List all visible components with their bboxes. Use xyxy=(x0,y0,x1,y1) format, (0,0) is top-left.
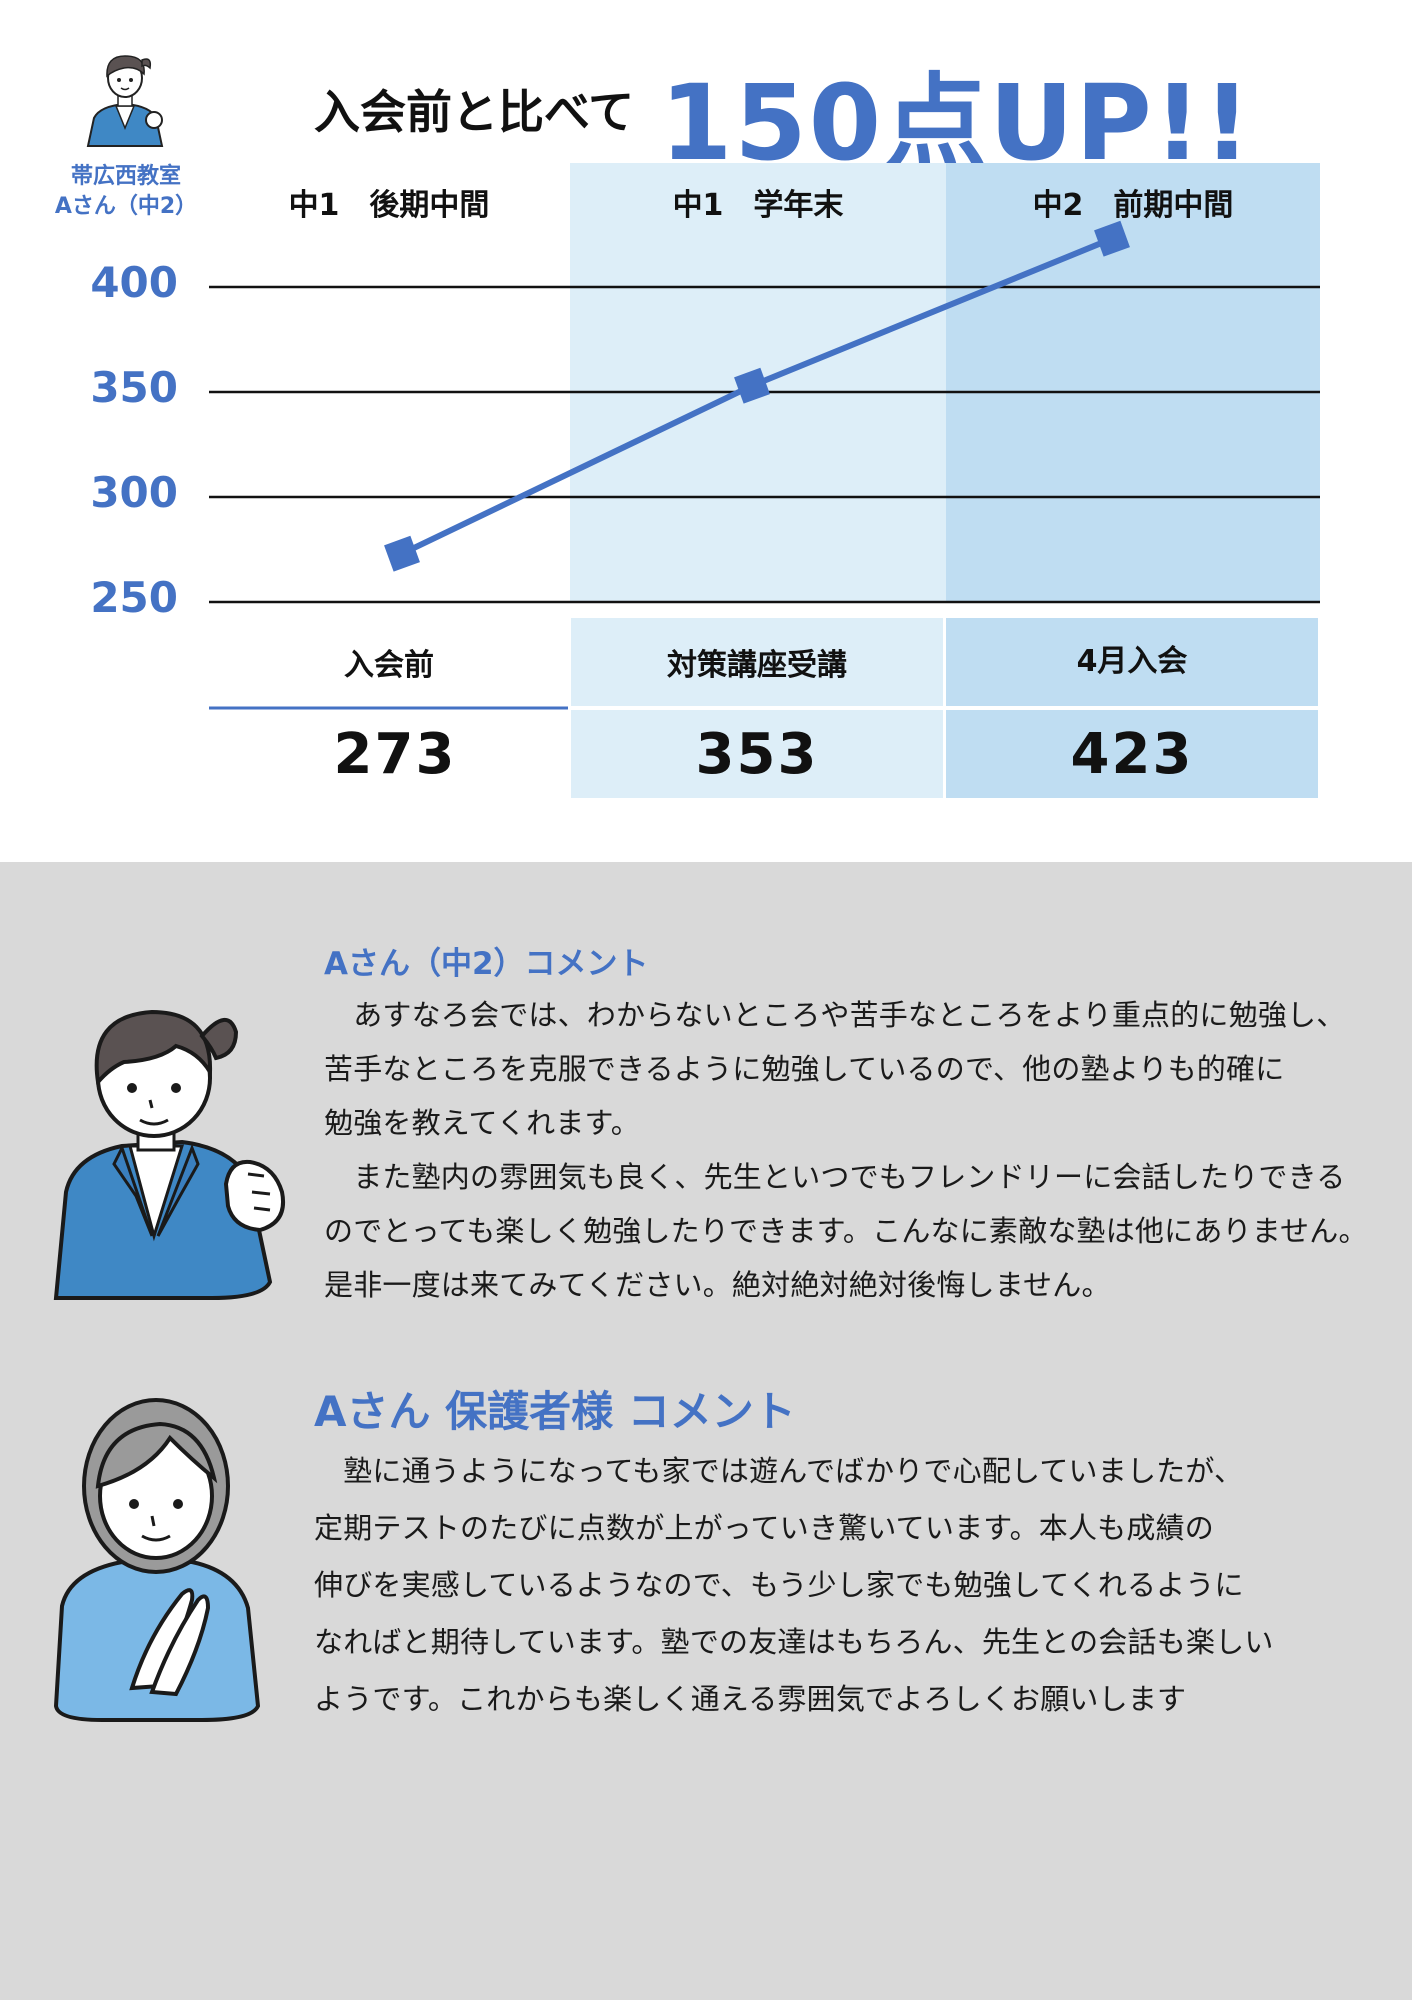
comment-line: 勉強を教えてくれます。 xyxy=(324,1106,640,1140)
student-name: Aさん（中2） xyxy=(54,194,198,219)
table-cell-bg xyxy=(946,618,1318,706)
score-value: 273 xyxy=(333,722,457,787)
row-label: 入会前 xyxy=(344,648,434,683)
comment-line: のでとっても楽しく勉強したりできます。こんなに素敵な塾は他にありません。 xyxy=(324,1214,1368,1248)
column-header: 中1 学年末 xyxy=(672,188,844,223)
score-value: 423 xyxy=(1070,722,1194,787)
parent-comment-title: Aさん 保護者様 コメント xyxy=(314,1387,796,1436)
row-label: 対策講座受講 xyxy=(667,648,847,683)
student-comment-title: Aさん（中2）コメント xyxy=(324,946,649,982)
student-illustration-icon xyxy=(53,1009,285,1300)
comment-line: ようです。これからも楽しく通える雰囲気でよろしくお願いします xyxy=(314,1682,1187,1716)
header-title: 入会前と比べて xyxy=(314,85,635,139)
table-cell-bg xyxy=(946,710,1318,798)
comment-line: また塾内の雰囲気も良く、先生といつでもフレンドリーに会話したりできる xyxy=(324,1160,1346,1194)
comment-line: 定期テストのたびに点数が上がっていき驚いています。本人も成績の xyxy=(314,1511,1214,1545)
student-avatar-icon xyxy=(86,55,164,147)
y-tick-label: 250 xyxy=(90,573,178,622)
comment-line: 苦手なところを克服できるように勉強しているので、他の塾よりも的確に xyxy=(324,1052,1285,1086)
comment-line: 是非一度は来てみてください。絶対絶対絶対後悔しません。 xyxy=(324,1268,1111,1302)
y-tick-label: 400 xyxy=(90,258,178,307)
column-header: 中1 後期中間 xyxy=(288,188,490,223)
data-point xyxy=(734,367,770,404)
student-label: 帯広西教室 Aさん（中2） xyxy=(40,162,212,222)
school-name: 帯広西教室 xyxy=(70,164,181,189)
comment-line: あすなろ会では、わからないところや苦手なところをより重点的に勉強し、 xyxy=(324,998,1346,1032)
column-bg-3 xyxy=(946,163,1320,603)
parent-illustration-icon xyxy=(53,1398,261,1722)
comments-section xyxy=(0,862,1412,2000)
comment-line: 伸びを実感しているようなので、もう少し家でも勉強してくれるように xyxy=(314,1568,1244,1602)
row-label: 4月入会 xyxy=(1076,644,1188,679)
score-chart xyxy=(209,163,1320,798)
table-cell-bg xyxy=(571,618,943,706)
y-tick-label: 350 xyxy=(90,363,178,412)
table-cell-bg xyxy=(571,710,943,798)
column-header: 中2 前期中間 xyxy=(1032,188,1234,223)
score-value: 353 xyxy=(695,722,819,787)
y-tick-label: 300 xyxy=(90,468,178,517)
comment-line: なればと期待しています。塾での友達はもちろん、先生との会話も楽しい xyxy=(314,1625,1274,1659)
comment-line: 塾に通うようになっても家では遊んでばかりで心配していましたが、 xyxy=(314,1454,1244,1488)
data-point xyxy=(384,535,420,572)
data-point xyxy=(1094,220,1130,257)
